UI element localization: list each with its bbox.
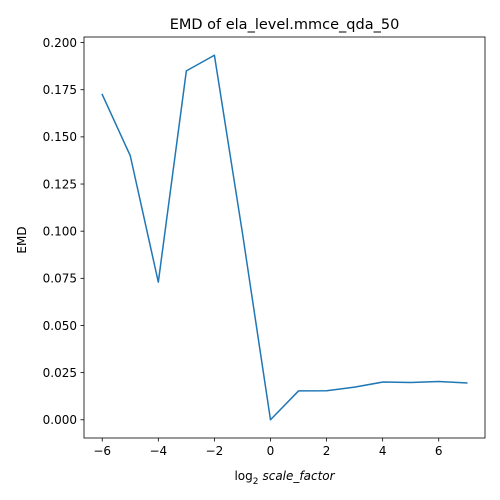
y-tick-label: 0.150: [43, 130, 77, 144]
y-tick-label: 0.125: [43, 177, 77, 191]
y-tick-label: 0.075: [43, 272, 77, 286]
x-tick-label: 0: [267, 444, 275, 458]
tick-layer: −6 −4 −2 0 2 4 6 0.000 0.025 0.050 0.075 0.100 0.125…: [43, 36, 443, 458]
y-tick-label: 0.175: [43, 83, 77, 97]
chart-title: EMD of ela_level.mmce_qda_50: [170, 17, 400, 33]
x-axis-label-prefix: log: [234, 469, 252, 483]
x-tick-label: 4: [379, 444, 387, 458]
y-tick-label: 0.000: [43, 413, 77, 427]
y-tick-label: 0.025: [43, 366, 77, 380]
y-tick-label: 0.100: [43, 224, 77, 238]
x-tick-label: 6: [435, 444, 443, 458]
series-layer: [101, 54, 468, 421]
x-axis-label: log2 scale_factor: [234, 469, 335, 487]
y-axis-label: EMD: [15, 226, 29, 253]
x-axis-label-subscript: 2: [253, 477, 259, 487]
x-tick-label: 2: [323, 444, 331, 458]
x-axis-label-variable: scale_factor: [262, 469, 335, 483]
y-tick-label: 0.050: [43, 319, 77, 333]
x-tick-label: −4: [149, 444, 167, 458]
x-tick-label: −2: [206, 444, 224, 458]
x-tick-label: −6: [93, 444, 111, 458]
series-line-0: [101, 54, 468, 421]
y-tick-label: 0.200: [43, 36, 77, 50]
plot-area-frame: [83, 36, 486, 439]
